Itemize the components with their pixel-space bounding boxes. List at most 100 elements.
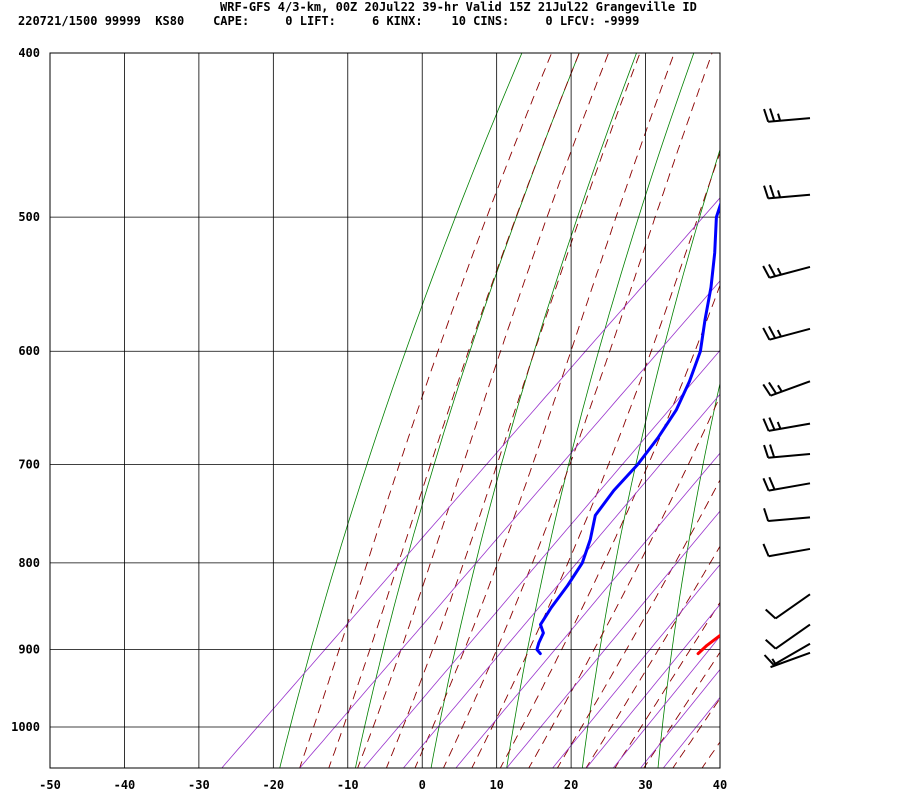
dry-adiabat — [354, 53, 580, 768]
wind-barb-staff — [768, 117, 811, 123]
y-tick-label: 600 — [18, 344, 40, 358]
wind-barb-feather — [768, 263, 777, 277]
wind-barb — [763, 642, 811, 666]
moist-adiabat — [585, 545, 720, 768]
wind-barb-feather — [769, 184, 776, 199]
wind-barb — [763, 108, 811, 123]
wind-barb-feather — [768, 476, 776, 490]
axis-tick-labels: -50 -40 -30 -20 -10 0 10 20 30 40 400 500 600 700 800 9… — [11, 46, 727, 792]
dry-adiabat — [885, 15, 900, 770]
wind-barb — [762, 417, 811, 432]
background-lines — [221, 15, 900, 770]
y-tick-label: 1000 — [11, 720, 40, 734]
moist-adiabat — [614, 601, 720, 768]
sounding-traces — [535, 201, 720, 656]
wind-barb-half-feather — [776, 267, 782, 276]
x-tick-label: 40 — [713, 778, 727, 792]
wind-barb-staff — [768, 547, 811, 558]
moist-adiabat — [528, 395, 720, 768]
wind-barb-feather — [763, 108, 770, 123]
wind-barb-staff — [768, 193, 811, 200]
wind-barb-feather — [768, 417, 776, 431]
dry-adiabat — [279, 53, 523, 768]
wind-barb-feather — [765, 608, 777, 620]
wind-barb-staff — [768, 482, 811, 492]
wind-barb — [763, 184, 811, 200]
wind-barb — [763, 508, 811, 523]
dry-adiabat — [734, 15, 877, 770]
wind-barb-staff — [775, 623, 811, 650]
wind-barb-half-feather — [777, 384, 783, 393]
moist-adiabat — [414, 53, 675, 768]
wind-barbs — [762, 108, 811, 669]
wind-barb-feather — [763, 185, 770, 199]
moist-adiabat — [730, 15, 900, 770]
mixing-ratio-line — [612, 635, 720, 768]
wind-barb — [762, 380, 811, 397]
chart-title: WRF-GFS 4/3-km, 00Z 20Jul22 39-hr Valid … — [220, 0, 697, 14]
dry-adiabat — [657, 381, 720, 768]
moist-adiabat — [556, 478, 720, 768]
x-tick-label: -30 — [188, 778, 210, 792]
wind-barb-feather — [762, 418, 770, 432]
y-tick-label: 900 — [18, 642, 40, 656]
y-tick-label: 400 — [18, 46, 40, 60]
x-tick-label: -40 — [114, 778, 136, 792]
wind-barb-half-feather — [776, 421, 782, 430]
wind-barb-staff — [775, 593, 811, 620]
mixing-ratio-line — [552, 563, 720, 768]
wind-barb-half-feather — [777, 113, 782, 121]
wind-barb-feather — [768, 381, 778, 395]
wind-barb-half-feather — [776, 329, 782, 338]
mixing-ratio-line — [363, 349, 720, 768]
x-tick-label: -50 — [39, 778, 61, 792]
wind-barb — [762, 476, 811, 492]
mixing-ratio-line — [221, 197, 720, 768]
wind-barb-staff — [770, 380, 811, 397]
wind-barb-half-feather — [771, 658, 778, 666]
wind-barb-feather — [762, 265, 771, 279]
x-tick-label: 10 — [489, 778, 503, 792]
plot-frame — [49, 52, 721, 769]
moist-adiabat — [385, 53, 641, 768]
dry-adiabat — [430, 53, 637, 768]
wind-barb — [770, 651, 811, 669]
wind-barb-staff — [768, 422, 811, 432]
wind-barb-feather — [768, 325, 777, 339]
wind-barb — [765, 623, 811, 650]
x-tick-label: 20 — [564, 778, 578, 792]
wind-barb-feather — [763, 508, 770, 522]
y-tick-label: 800 — [18, 556, 40, 570]
mixing-ratio-line — [640, 668, 720, 768]
moist-adiabat — [499, 284, 720, 768]
wind-barb-feather — [769, 108, 776, 122]
moist-adiabat — [328, 53, 580, 768]
moist-adiabat — [357, 53, 610, 768]
moist-adiabat — [442, 53, 713, 768]
wind-barb-feather — [762, 383, 772, 397]
wind-barb-feather — [763, 444, 770, 459]
wind-barb-feather — [762, 327, 771, 341]
wind-barb — [765, 593, 811, 620]
wind-barb-staff — [769, 265, 811, 279]
wind-barb-half-feather — [777, 190, 782, 198]
x-tick-label: 0 — [419, 778, 426, 792]
x-tick-label: -10 — [337, 778, 359, 792]
grid-lines — [49, 52, 721, 769]
dry-adiabat — [506, 53, 695, 768]
wind-barb-staff — [768, 453, 811, 459]
wind-barb-feather — [763, 654, 775, 666]
wind-barb-feather — [769, 444, 776, 458]
dry-adiabat — [581, 148, 720, 768]
x-tick-label: 30 — [638, 778, 652, 792]
y-tick-label: 700 — [18, 458, 40, 472]
wind-barb-feather — [762, 543, 770, 557]
y-tick-label: 500 — [18, 210, 40, 224]
wind-barb — [762, 543, 811, 558]
dry-adiabat — [809, 15, 900, 770]
wind-barb — [762, 325, 811, 341]
wind-barb — [763, 444, 811, 459]
x-tick-label: -20 — [262, 778, 284, 792]
wind-barb-staff — [769, 327, 811, 341]
mixing-ratio-line — [506, 510, 720, 768]
